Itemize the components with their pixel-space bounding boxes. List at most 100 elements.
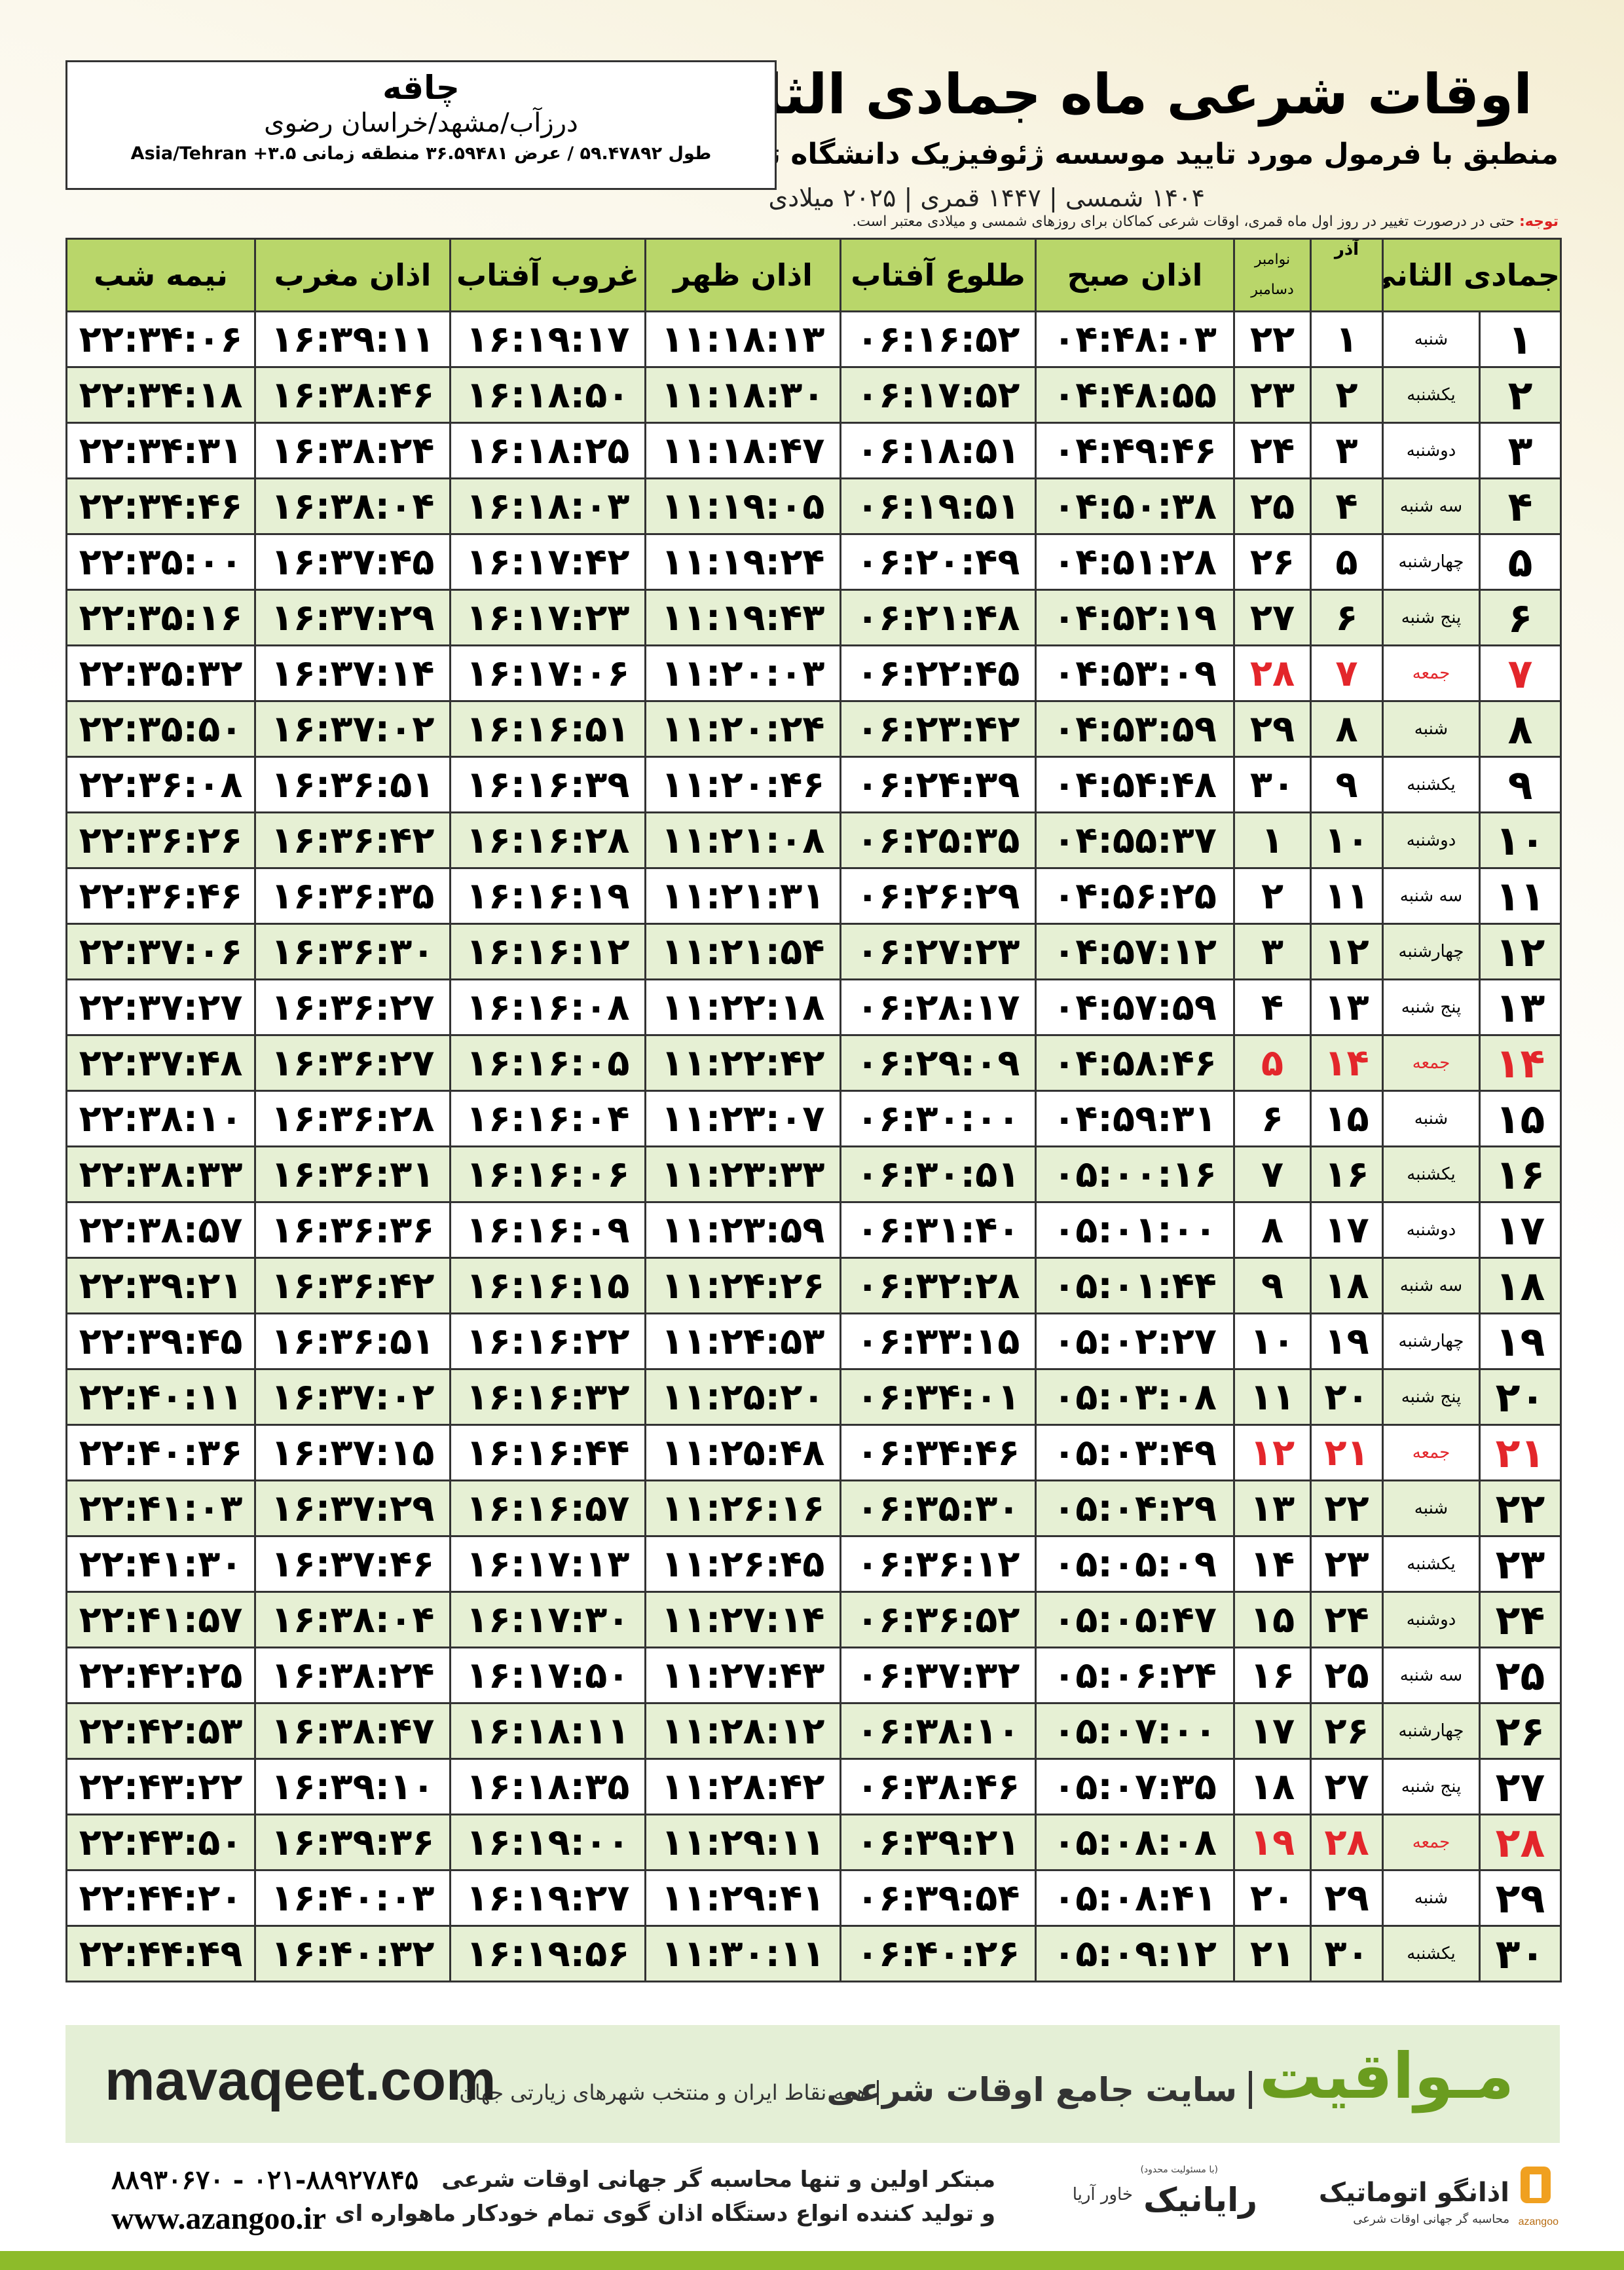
table-cell: ۰۴:۵۴:۴۸ (1035, 756, 1235, 813)
company-latin: azangoo (1518, 2216, 1559, 2227)
table-cell: ۲۵ (1233, 477, 1312, 535)
table-cell: ۸ (1479, 700, 1562, 758)
table-cell: ۱۱:۲۲:۱۸ (644, 978, 841, 1036)
logo-icon (1521, 2167, 1551, 2203)
table-cell: ۱۶:۳۶:۴۲ (254, 811, 451, 869)
table-cell: ۰۴:۵۷:۱۲ (1035, 923, 1235, 980)
table-row: ۲۳ یکشنبه ۲۳ ۱۴ ۰۵:۰۵:۰۹ ۰۶:۳۶:۱۲ ۱۱:۲۶:۴۵ ۱۶:۱… (65, 1535, 1562, 1593)
table-cell: ۲۹ (1310, 1869, 1384, 1927)
table-cell: ۰۶:۳۴:۴۶ (840, 1424, 1037, 1481)
table-cell: ۱۶:۳۶:۳۶ (254, 1201, 451, 1259)
tagline: همه نقاط ایران و منتخب شهرهای زیارتی جها… (459, 2080, 879, 2105)
slogan: سایت جامع اوقات شرعی (826, 2071, 1252, 2109)
table-cell: چهارشنبه (1381, 533, 1481, 591)
url[interactable]: mavaqeet.com (105, 2049, 496, 2112)
table-cell: ۲۲:۴۳:۲۲ (65, 1758, 256, 1815)
table-cell: ۲ (1233, 867, 1312, 925)
table-cell: پنج شنبه (1381, 978, 1481, 1036)
table-row: ۱۰ دوشنبه ۱۰ ۱ ۰۴:۵۵:۳۷ ۰۶:۲۵:۳۵ ۱۱:۲۱:۰۸ ۱۶:۱۶… (65, 811, 1562, 869)
header-cell: نوامبر دسامبر (1233, 238, 1312, 312)
table-cell: ۱۰ (1310, 811, 1384, 869)
table-row: ۵ چهارشنبه ۵ ۲۶ ۰۴:۵۱:۲۸ ۰۶:۲۰:۴۹ ۱۱:۱۹:۲۴ ۱۶:۱… (65, 533, 1562, 591)
table-cell: ۲۲:۴۱:۵۷ (65, 1591, 256, 1648)
table-cell: ۵ (1233, 1034, 1312, 1092)
table-cell: ۰۶:۲۶:۲۹ (840, 867, 1037, 925)
table-cell: ۲۸ (1479, 1814, 1562, 1871)
table-cell: ۰۴:۵۶:۲۵ (1035, 867, 1235, 925)
table-cell: ۶ (1233, 1090, 1312, 1147)
table-cell: ۱۶:۱۷:۴۲ (449, 533, 646, 591)
table-cell: ۲۲:۳۶:۰۸ (65, 756, 256, 813)
table-cell: ۱۶:۱۶:۰۴ (449, 1090, 646, 1147)
table-cell: ۱۶:۳۸:۴۶ (254, 366, 451, 424)
table-cell: شنبه (1381, 1479, 1481, 1537)
header-row: جمادی الثانی آذر نوامبر دسامبر اذان صبح طلوع … (65, 238, 1562, 312)
table-cell: ۲۴ (1310, 1591, 1384, 1648)
table-cell: ۲۷ (1233, 589, 1312, 646)
table-cell: ۰۴:۴۸:۰۳ (1035, 310, 1235, 368)
table-cell: ۲۹ (1233, 700, 1312, 758)
table-cell: ۲۲:۳۶:۴۶ (65, 867, 256, 925)
table-cell: ۲۷ (1479, 1758, 1562, 1815)
table-row: ۱ شنبه ۱ ۲۲ ۰۴:۴۸:۰۳ ۰۶:۱۶:۵۲ ۱۱:۱۸:۱۳ ۱۶:۱۹:۱۷… (65, 310, 1562, 368)
table-cell: ۷ (1233, 1145, 1312, 1203)
table-cell: ۱۱:۲۱:۵۴ (644, 923, 841, 980)
table-cell: ۱۶:۱۶:۰۸ (449, 978, 646, 1036)
table-cell: ۱۶:۳۷:۴۵ (254, 533, 451, 591)
table-cell: ۰۵:۰۸:۰۸ (1035, 1814, 1235, 1871)
table-cell: ۳ (1233, 923, 1312, 980)
table-cell: سه شنبه (1381, 477, 1481, 535)
table-cell: ۲۲:۳۹:۲۱ (65, 1257, 256, 1314)
table-row: ۱۳ پنج شنبه ۱۳ ۴ ۰۴:۵۷:۵۹ ۰۶:۲۸:۱۷ ۱۱:۲۲:۱۸ ۱۶:… (65, 978, 1562, 1036)
table-cell: ۱۱:۲۹:۱۱ (644, 1814, 841, 1871)
table-cell: ۱۱:۲۰:۴۶ (644, 756, 841, 813)
table-cell: ۱۶:۴۰:۳۲ (254, 1925, 451, 1982)
footer-line: مبتکر اولین و تنها محاسبه گر جهانی اوقات… (441, 2167, 995, 2193)
title: اوقات شرعی ماه جمادی الثانی (687, 62, 1532, 126)
table-cell: ۰۶:۱۸:۵۱ (840, 422, 1037, 479)
header-cell: دسامبر (1251, 282, 1294, 298)
table-cell: دوشنبه (1381, 1201, 1481, 1259)
table-cell: ۸ (1310, 700, 1384, 758)
table-cell: ۱۶:۱۶:۰۹ (449, 1201, 646, 1259)
table-cell: یکشنبه (1381, 756, 1481, 813)
table-cell: ۲۲:۳۴:۳۱ (65, 422, 256, 479)
table-cell: ۰۵:۰۴:۲۹ (1035, 1479, 1235, 1537)
table-cell: ۱۶:۳۶:۳۵ (254, 867, 451, 925)
table-cell: ۳ (1310, 422, 1384, 479)
table-cell: ۱۶:۳۶:۳۱ (254, 1145, 451, 1203)
table-cell: ۲۲:۳۵:۰۰ (65, 533, 256, 591)
table-cell: ۱۱:۱۸:۱۳ (644, 310, 841, 368)
table-cell: ۳۰ (1310, 1925, 1384, 1982)
table-cell: ۲۳ (1479, 1535, 1562, 1593)
table-cell: ۱۶:۱۸:۳۵ (449, 1758, 646, 1815)
table-cell: ۲۶ (1233, 533, 1312, 591)
table-cell: ۱۱:۲۴:۲۶ (644, 1257, 841, 1314)
table-cell: ۲۲:۴۰:۳۶ (65, 1424, 256, 1481)
table-cell: ۱۶:۳۶:۵۱ (254, 756, 451, 813)
table-cell: ۱۱:۲۷:۴۳ (644, 1647, 841, 1704)
table-cell: ۱۱:۱۸:۴۷ (644, 422, 841, 479)
table-row: ۱۷ دوشنبه ۱۷ ۸ ۰۵:۰۱:۰۰ ۰۶:۳۱:۴۰ ۱۱:۲۳:۵۹ ۱۶:۱۶… (65, 1201, 1562, 1259)
table-cell: ۱۱:۱۹:۴۳ (644, 589, 841, 646)
table-cell: ۱۱ (1479, 867, 1562, 925)
table-cell: ۰۶:۳۷:۳۲ (840, 1647, 1037, 1704)
table-row: ۱۱ سه شنبه ۱۱ ۲ ۰۴:۵۶:۲۵ ۰۶:۲۶:۲۹ ۱۱:۲۱:۳۱ ۱۶:۱… (65, 867, 1562, 925)
table-cell: ۵ (1479, 533, 1562, 591)
table-cell: ۰۵:۰۱:۴۴ (1035, 1257, 1235, 1314)
table-cell: ۱۷ (1233, 1702, 1312, 1760)
table-row: ۳۰ یکشنبه ۳۰ ۲۱ ۰۵:۰۹:۱۲ ۰۶:۴۰:۲۶ ۱۱:۳۰:۱۱ ۱۶:۱… (65, 1925, 1562, 1982)
table-cell: ۱۱:۳۰:۱۱ (644, 1925, 841, 1982)
table-cell: ۱۶:۳۷:۱۴ (254, 644, 451, 702)
table-cell: شنبه (1381, 1090, 1481, 1147)
table-cell: ۰۶:۳۸:۱۰ (840, 1702, 1037, 1760)
website[interactable]: www.azangoo.ir (111, 2201, 326, 2236)
note-label: توجه: (1519, 214, 1559, 230)
table-cell: ۲۲:۳۵:۳۲ (65, 644, 256, 702)
header-cell: جمادی الثانی (1381, 238, 1562, 312)
table-cell: ۲۴ (1233, 422, 1312, 479)
table-cell: ۰۵:۰۵:۰۹ (1035, 1535, 1235, 1593)
table-row: ۱۴ جمعه ۱۴ ۵ ۰۴:۵۸:۴۶ ۰۶:۲۹:۰۹ ۱۱:۲۲:۴۲ ۱۶:۱۶:۰… (65, 1034, 1562, 1092)
table-row: ۴ سه شنبه ۴ ۲۵ ۰۴:۵۰:۳۸ ۰۶:۱۹:۵۱ ۱۱:۱۹:۰۵ ۱۶:۱۸… (65, 477, 1562, 535)
table-cell: ۱۶:۳۸:۰۴ (254, 1591, 451, 1648)
